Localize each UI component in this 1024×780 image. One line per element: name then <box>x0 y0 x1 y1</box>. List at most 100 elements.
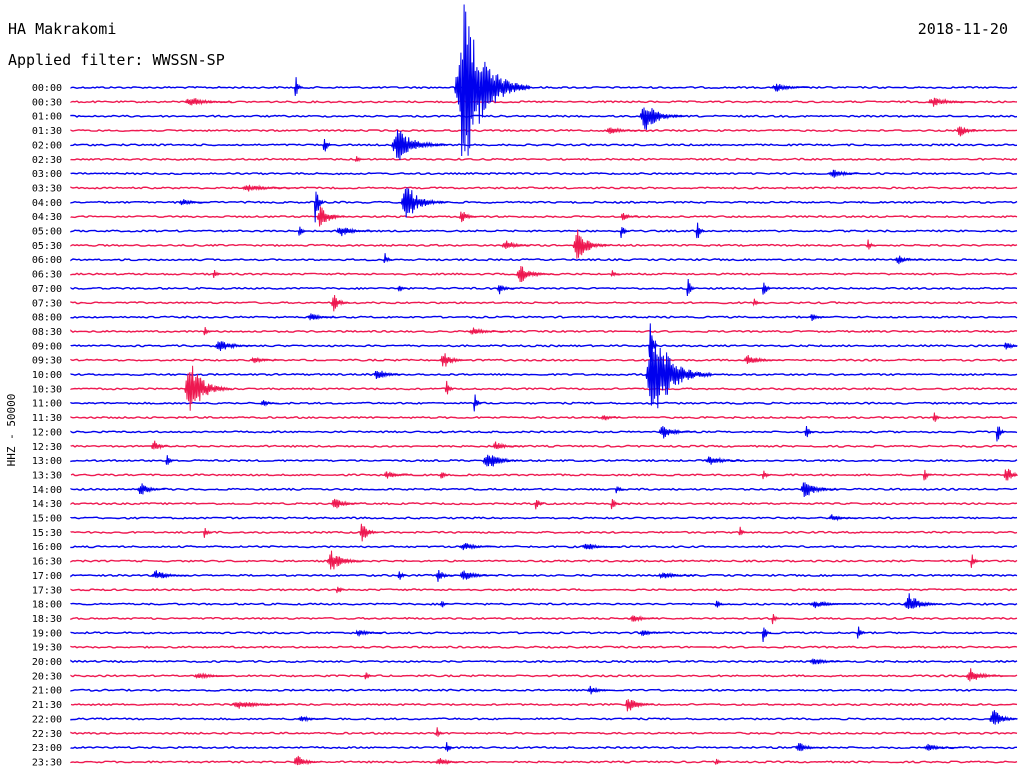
event-burst-43 <box>1003 342 1018 350</box>
time-label-0430: 04:30 <box>32 212 62 223</box>
event-burst-101 <box>364 672 374 680</box>
event-burst-21 <box>619 227 630 239</box>
trace-row-0230 <box>70 157 1018 161</box>
event-burst-59 <box>492 441 521 450</box>
event-burst-17 <box>458 211 478 223</box>
time-label-0500: 05:00 <box>32 227 62 238</box>
event-burst-2 <box>771 83 810 92</box>
trace-row-1730 <box>70 588 1018 592</box>
event-burst-100 <box>193 672 232 680</box>
trace-row-2000 <box>70 659 1018 664</box>
trace-row-2330 <box>70 760 1018 764</box>
time-label-2000: 20:00 <box>32 657 62 668</box>
time-label-2100: 21:00 <box>32 686 62 697</box>
time-label-2030: 20:30 <box>32 671 62 682</box>
trace-row-0500 <box>70 229 1018 233</box>
trace-row-0730 <box>70 301 1018 305</box>
event-burst-35 <box>330 294 351 312</box>
time-label-1600: 16:00 <box>32 542 62 553</box>
time-label-1530: 15:30 <box>32 528 62 539</box>
time-label-0530: 05:30 <box>32 241 62 252</box>
event-burst-18 <box>619 213 639 221</box>
time-label-0400: 04:00 <box>32 198 62 209</box>
event-burst-88 <box>903 593 943 610</box>
trace-row-1300 <box>70 458 1018 463</box>
event-burst-106 <box>297 715 327 723</box>
event-burst-1 <box>294 77 304 96</box>
time-label-0330: 03:30 <box>32 183 62 194</box>
trace-row-1200 <box>70 430 1018 434</box>
trace-group <box>70 4 1018 766</box>
event-burst-33 <box>496 285 516 295</box>
trace-row-1900 <box>70 631 1018 635</box>
trace-row-0200 <box>70 143 1018 147</box>
trace-row-1130 <box>70 415 1018 420</box>
filter-label: Applied filter: WWSSN-SP <box>8 51 225 69</box>
event-burst-72 <box>534 499 545 510</box>
time-label-1100: 11:00 <box>32 399 62 410</box>
trace-row-1230 <box>70 444 1018 448</box>
event-burst-110 <box>923 743 961 751</box>
trace-row-1430 <box>70 502 1018 506</box>
event-burst-22 <box>297 226 308 236</box>
event-burst-109 <box>795 743 824 752</box>
event-burst-94 <box>354 629 384 637</box>
time-label-1000: 10:00 <box>32 370 62 381</box>
trace-row-1830 <box>70 616 1018 621</box>
time-label-2300: 23:00 <box>32 743 62 754</box>
event-burst-11 <box>828 169 867 178</box>
event-burst-99 <box>965 668 1004 682</box>
event-burst-60 <box>482 454 521 467</box>
time-label-0030: 00:30 <box>32 97 62 108</box>
time-label-0300: 03:00 <box>32 169 62 180</box>
event-burst-70 <box>615 486 625 494</box>
time-label-0700: 07:00 <box>32 284 62 295</box>
event-burst-36 <box>752 298 762 307</box>
trace-row-0700 <box>70 286 1018 291</box>
trace-row-2230 <box>70 731 1018 735</box>
event-burst-13 <box>400 187 449 218</box>
event-burst-63 <box>383 471 412 479</box>
event-burst-32 <box>686 278 696 297</box>
trace-row-0300 <box>70 171 1018 176</box>
time-label-0830: 08:30 <box>32 327 62 338</box>
event-burst-51 <box>473 394 483 412</box>
time-label-1630: 16:30 <box>32 557 62 568</box>
event-burst-105 <box>989 710 1018 725</box>
event-burst-37 <box>307 313 336 321</box>
time-label-1200: 12:00 <box>32 427 62 438</box>
trace-row-1330 <box>70 473 1018 477</box>
event-burst-76 <box>203 528 213 538</box>
time-label-1800: 18:00 <box>32 600 62 611</box>
event-burst-25 <box>866 239 876 250</box>
event-burst-15 <box>178 199 208 206</box>
event-burst-31 <box>397 285 407 292</box>
event-burst-39 <box>468 327 507 336</box>
event-burst-57 <box>995 426 1006 442</box>
time-label-1030: 10:30 <box>32 384 62 395</box>
time-label-1230: 12:30 <box>32 442 62 453</box>
event-burst-6 <box>956 126 985 137</box>
time-label-0100: 01:00 <box>32 112 62 123</box>
time-label-0930: 09:30 <box>32 356 62 367</box>
event-burst-107 <box>435 727 445 737</box>
event-burst-113 <box>714 758 724 765</box>
event-burst-83 <box>397 571 407 580</box>
event-burst-12 <box>241 184 299 192</box>
trace-row-2200 <box>70 717 1018 721</box>
event-burst-30 <box>212 270 222 279</box>
event-burst-7 <box>605 127 644 134</box>
event-burst-49 <box>184 365 233 411</box>
time-label-2130: 21:30 <box>32 700 62 711</box>
time-label-0600: 06:00 <box>32 255 62 266</box>
event-burst-67 <box>1003 468 1018 481</box>
event-burst-98 <box>809 658 848 665</box>
event-burst-93 <box>771 613 781 625</box>
trace-row-0530 <box>70 243 1018 247</box>
time-label-1130: 11:30 <box>32 413 62 424</box>
event-burst-108 <box>444 742 455 752</box>
event-burst-44 <box>439 353 469 367</box>
event-burst-16 <box>316 206 346 227</box>
event-burst-78 <box>458 543 498 551</box>
